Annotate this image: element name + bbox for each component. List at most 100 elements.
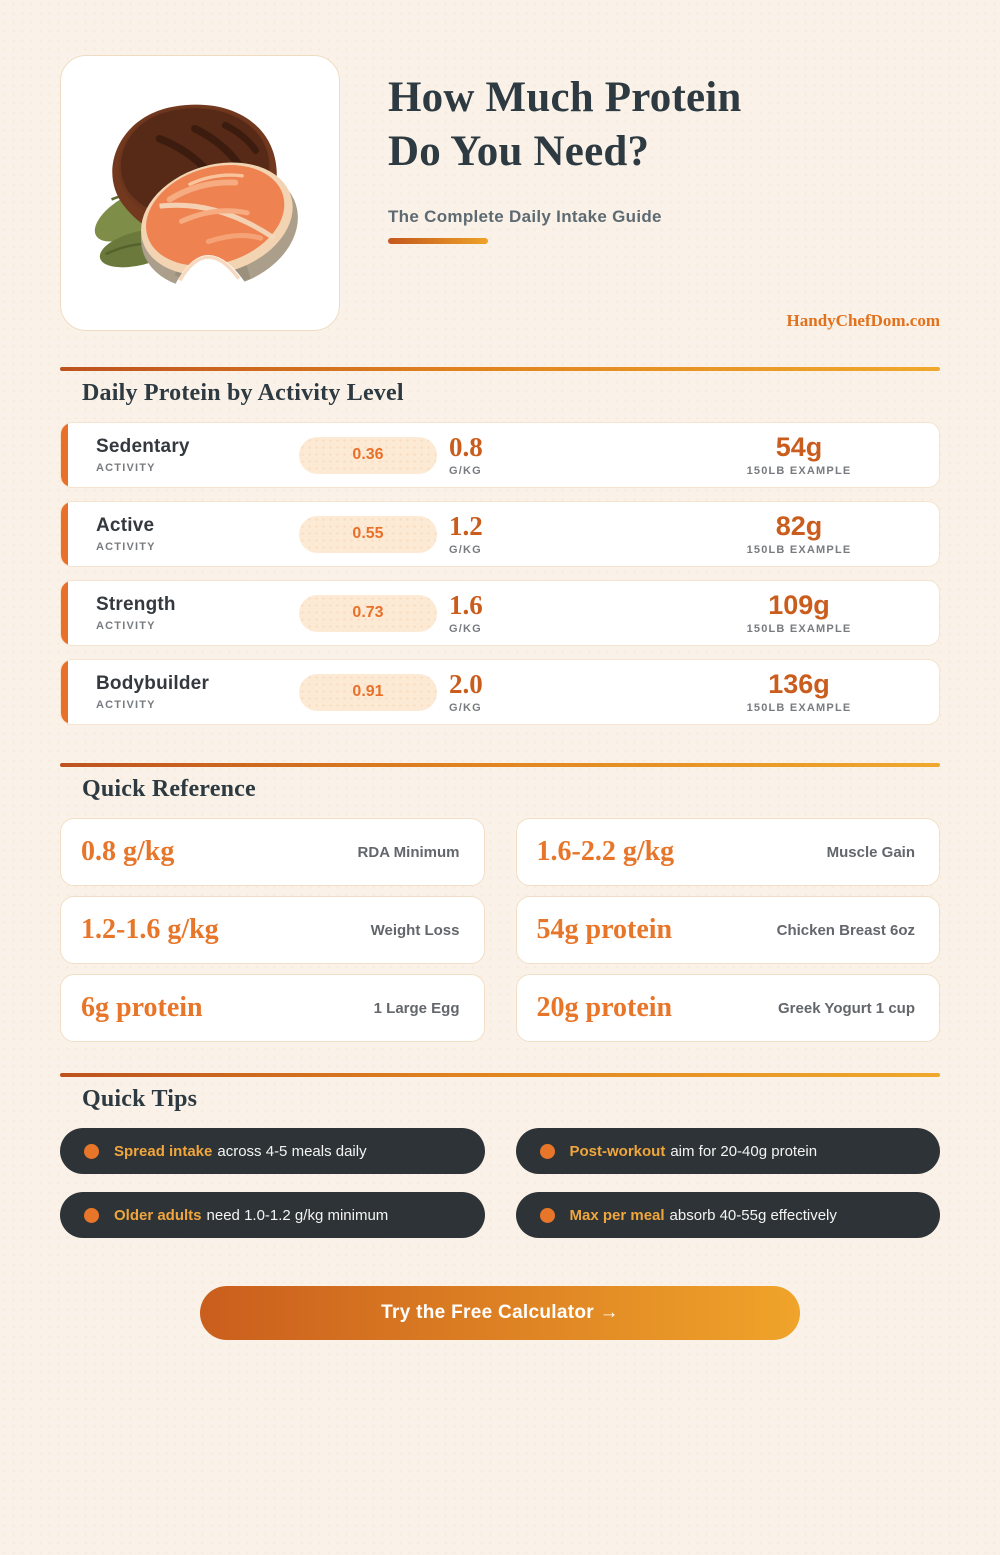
activity-caption: ACTIVITY xyxy=(96,541,156,553)
tips-grid: Spread intake across 4-5 meals daily Pos… xyxy=(60,1128,940,1238)
reference-label: RDA Minimum xyxy=(357,843,460,861)
header: How Much Protein Do You Need? The Comple… xyxy=(60,55,940,331)
activity-name-cell: Sedentary ACTIVITY xyxy=(96,436,299,474)
tip-text: aim for 20-40g protein xyxy=(670,1142,818,1160)
activity-rows: Sedentary ACTIVITY 0.36 0.8 G/KG 54g 150… xyxy=(60,422,940,725)
example-cell: 54g 150LB EXAMPLE xyxy=(689,431,939,478)
reference-label: Muscle Gain xyxy=(826,843,915,861)
example-caption: 150LB EXAMPLE xyxy=(746,544,852,557)
activity-name-cell: Strength ACTIVITY xyxy=(96,594,299,632)
tip-pill: Post-workout aim for 20-40g protein xyxy=(515,1128,940,1174)
gkg-cell: 2.0 G/KG xyxy=(449,668,689,715)
section-divider xyxy=(60,367,940,371)
reference-card: 0.8 g/kg RDA Minimum xyxy=(60,818,485,886)
example-grams: 82g xyxy=(775,510,823,541)
tip-text: need 1.0-1.2 g/kg minimum xyxy=(206,1206,389,1224)
row-accent-bar xyxy=(61,660,68,724)
steak-salmon-illustration xyxy=(82,73,318,314)
tip-text: absorb 40-55g effectively xyxy=(669,1206,837,1224)
reference-card: 1.2-1.6 g/kg Weight Loss xyxy=(60,896,485,964)
tip-lead: Spread intake xyxy=(114,1142,213,1160)
tip-pill: Spread intake across 4-5 meals daily xyxy=(60,1128,485,1174)
tip-pill: Max per meal absorb 40-55g effectively xyxy=(515,1192,940,1238)
reference-label: 1 Large Egg xyxy=(373,999,460,1017)
reference-value: 1.2-1.6 g/kg xyxy=(81,914,219,945)
reference-card: 1.6-2.2 g/kg Muscle Gain xyxy=(515,818,940,886)
hero-image-card xyxy=(60,55,340,331)
reference-grid: 0.8 g/kg RDA Minimum 1.6-2.2 g/kg Muscle… xyxy=(60,818,940,1042)
cta-container: Try the Free Calculator → xyxy=(60,1286,940,1340)
activity-name: Strength xyxy=(96,594,176,615)
reference-value: 54g protein xyxy=(536,914,673,945)
reference-value: 6g protein xyxy=(81,992,203,1023)
activity-name: Active xyxy=(96,515,155,536)
page-title: How Much Protein Do You Need? xyxy=(388,71,940,179)
example-grams: 109g xyxy=(768,589,830,620)
multiplier-badge: 0.91 xyxy=(299,673,437,711)
example-cell: 82g 150LB EXAMPLE xyxy=(689,510,939,557)
page-title-line1: How Much Protein xyxy=(388,74,742,121)
gkg-unit: G/KG xyxy=(449,702,482,715)
header-text-block: How Much Protein Do You Need? The Comple… xyxy=(388,55,940,331)
tip-lead: Post-workout xyxy=(569,1142,666,1160)
multiplier-badge: 0.55 xyxy=(299,515,437,553)
gkg-cell: 0.8 G/KG xyxy=(449,431,689,478)
activity-name-cell: Bodybuilder ACTIVITY xyxy=(96,673,299,711)
reference-card: 54g protein Chicken Breast 6oz xyxy=(515,896,940,964)
activity-name: Bodybuilder xyxy=(96,673,210,694)
reference-section: Quick Reference 0.8 g/kg RDA Minimum 1.6… xyxy=(60,763,940,1042)
gkg-value: 1.2 xyxy=(449,510,483,541)
row-accent-bar xyxy=(61,502,68,566)
gkg-cell: 1.6 G/KG xyxy=(449,589,689,635)
gkg-value: 0.8 xyxy=(449,431,483,462)
table-row: Strength ACTIVITY 0.73 1.6 G/KG 109g 150… xyxy=(60,580,940,646)
activity-name: Sedentary xyxy=(96,436,190,457)
table-row: Sedentary ACTIVITY 0.36 0.8 G/KG 54g 150… xyxy=(60,422,940,488)
reference-label: Greek Yogurt 1 cup xyxy=(778,999,915,1017)
table-row: Active ACTIVITY 0.55 1.2 G/KG 82g 150LB … xyxy=(60,501,940,567)
page-title-line2: Do You Need? xyxy=(388,128,650,176)
reference-label: Chicken Breast 6oz xyxy=(776,921,915,939)
tips-section-heading: Quick Tips xyxy=(82,1086,198,1112)
bullet-dot-icon xyxy=(84,1207,99,1223)
row-accent-bar xyxy=(61,581,68,645)
example-caption: 150LB EXAMPLE xyxy=(746,465,852,478)
reference-value: 20g protein xyxy=(536,992,673,1023)
activity-caption: ACTIVITY xyxy=(96,620,156,632)
reference-card: 20g protein Greek Yogurt 1 cup xyxy=(515,974,940,1042)
page-subtitle: The Complete Daily Intake Guide xyxy=(388,207,662,227)
subtitle-underline xyxy=(388,238,488,245)
table-row: Bodybuilder ACTIVITY 0.91 2.0 G/KG 136g … xyxy=(60,659,940,725)
activity-name-cell: Active ACTIVITY xyxy=(96,515,299,553)
tip-text: across 4-5 meals daily xyxy=(217,1142,367,1160)
page: How Much Protein Do You Need? The Comple… xyxy=(0,55,1000,1340)
gkg-unit: G/KG xyxy=(449,544,482,557)
multiplier-badge: 0.36 xyxy=(299,436,437,474)
gkg-value: 2.0 xyxy=(449,668,483,699)
gkg-unit: G/KG xyxy=(449,465,482,478)
row-accent-bar xyxy=(61,423,68,487)
tip-lead: Max per meal xyxy=(569,1206,665,1224)
bullet-dot-icon xyxy=(539,1143,555,1159)
bullet-dot-icon xyxy=(84,1143,99,1159)
activity-section-heading: Daily Protein by Activity Level xyxy=(82,380,404,406)
reference-value: 0.8 g/kg xyxy=(81,836,175,867)
tips-section: Quick Tips Spread intake across 4-5 meal… xyxy=(60,1073,940,1238)
activity-caption: ACTIVITY xyxy=(96,699,156,711)
example-cell: 109g 150LB EXAMPLE xyxy=(689,589,939,636)
gkg-cell: 1.2 G/KG xyxy=(449,510,689,557)
section-divider xyxy=(60,763,940,767)
multiplier-badge: 0.73 xyxy=(299,594,437,632)
activity-section: Daily Protein by Activity Level Sedentar… xyxy=(60,367,940,725)
free-calculator-button[interactable]: Try the Free Calculator → xyxy=(200,1286,800,1340)
brand-link[interactable]: HandyChefDom.com xyxy=(786,311,940,330)
example-grams: 136g xyxy=(768,668,830,699)
example-caption: 150LB EXAMPLE xyxy=(746,623,852,636)
gkg-value: 1.6 xyxy=(449,589,483,620)
bullet-dot-icon xyxy=(539,1207,555,1223)
reference-section-heading: Quick Reference xyxy=(82,776,256,802)
section-divider xyxy=(60,1073,940,1077)
example-caption: 150LB EXAMPLE xyxy=(746,702,852,715)
reference-card: 6g protein 1 Large Egg xyxy=(60,974,485,1042)
example-grams: 54g xyxy=(775,431,823,462)
